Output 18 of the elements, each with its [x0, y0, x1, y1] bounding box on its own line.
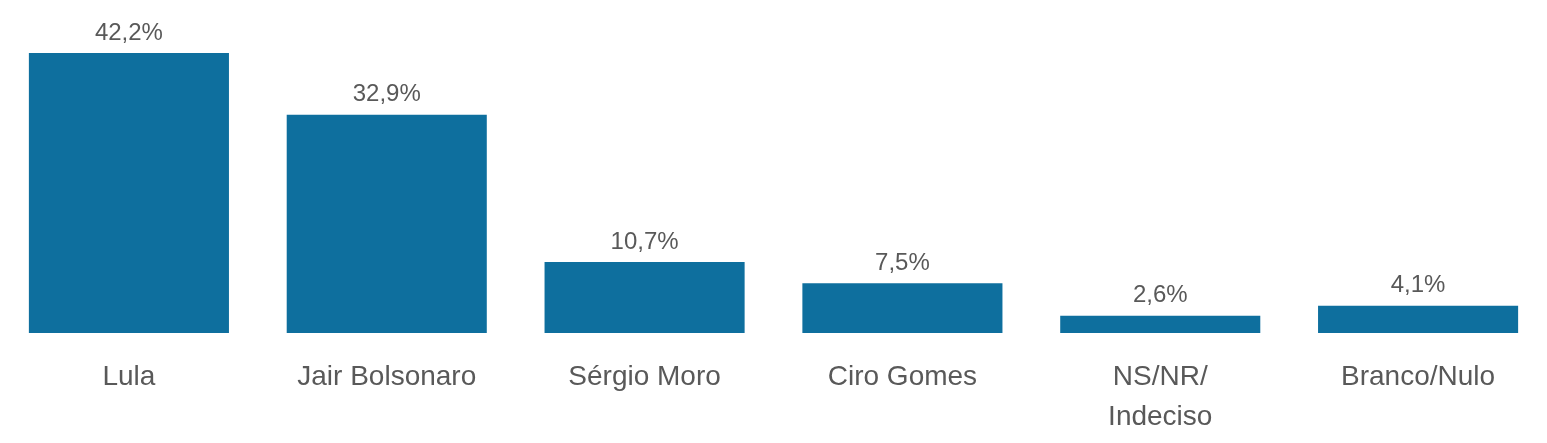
- data-label: 4,1%: [1390, 270, 1446, 298]
- bar: [28, 53, 229, 333]
- bar: [286, 114, 487, 333]
- data-label: 2,6%: [1132, 280, 1188, 308]
- x-tick-label: Sérgio Moro: [568, 359, 721, 391]
- x-tick-label: Lula: [102, 359, 156, 391]
- data-label: 10,7%: [610, 226, 679, 254]
- bar: [544, 262, 745, 333]
- data-label: 42,2%: [94, 17, 163, 45]
- data-label: 7,5%: [875, 247, 930, 275]
- data-label: 32,9%: [352, 79, 421, 107]
- x-tick-label: Jair Bolsonaro: [297, 359, 477, 391]
- x-tick-label: Ciro Gomes: [827, 359, 978, 391]
- bar: [802, 283, 1003, 333]
- bar: [1060, 315, 1261, 333]
- x-tick-label: NS/NR/ Indeciso: [1108, 359, 1213, 431]
- bar: [1318, 305, 1519, 333]
- x-tick-label: Branco/Nulo: [1341, 359, 1496, 391]
